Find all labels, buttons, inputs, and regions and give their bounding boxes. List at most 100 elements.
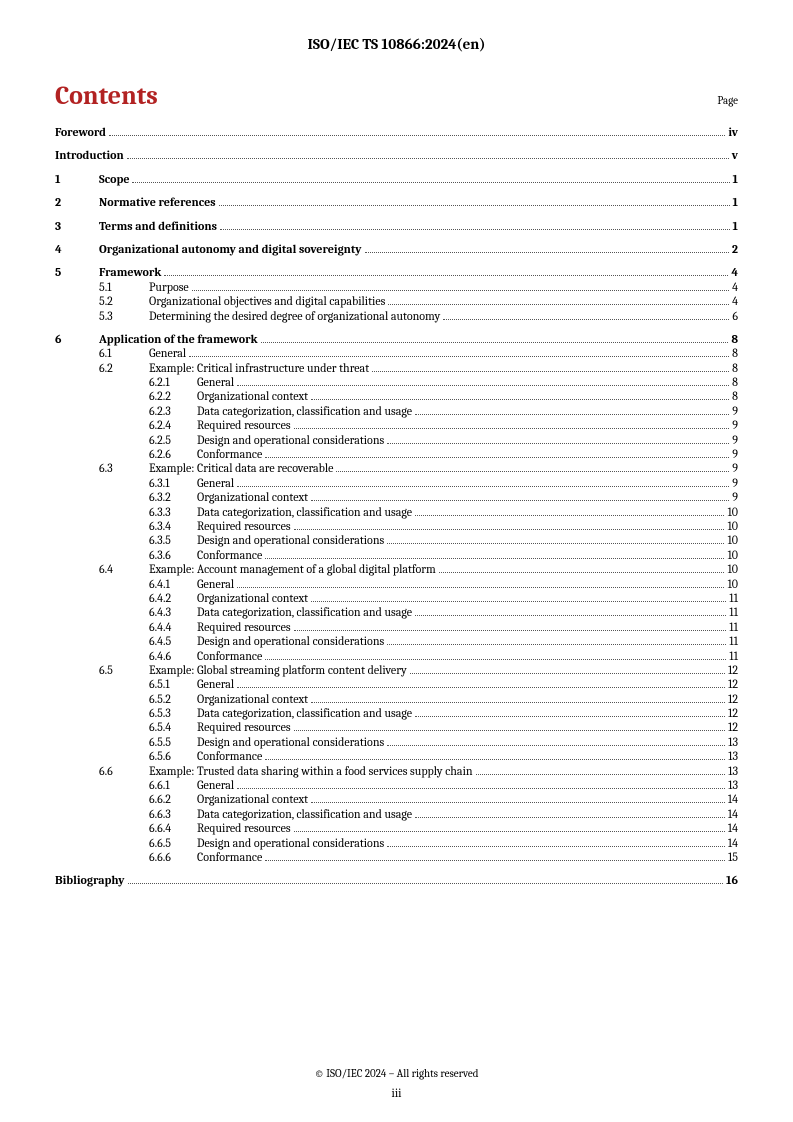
toc-entry: 6.4.5Design and operational consideratio…	[149, 634, 738, 648]
toc-entry-title: General	[149, 346, 186, 360]
toc-leader-dots	[219, 197, 730, 206]
toc-entry-number: 2	[55, 195, 99, 209]
toc-entry: 1Scope1	[55, 172, 738, 186]
toc-entry-title: Example: Account management of a global …	[149, 562, 436, 576]
toc-entry-page: v	[732, 148, 738, 162]
toc-entry: 6Application of the framework8	[55, 332, 738, 346]
toc-entry-number: 6.4.4	[149, 620, 197, 634]
toc-entry-title: Design and operational considerations	[197, 433, 384, 447]
toc-entry-title: Determining the desired degree of organi…	[149, 309, 440, 323]
toc-entry-title: Conformance	[197, 447, 262, 461]
copyright-footer: © ISO/IEC 2024 – All rights reserved	[0, 1067, 793, 1080]
toc-entry: 5.2Organizational objectives and digital…	[99, 294, 738, 308]
toc-entry-number: 6.2.2	[149, 389, 197, 403]
toc-entry-title: Normative references	[99, 195, 216, 209]
toc-entry-page: 14	[728, 807, 738, 821]
toc-entry-page: 8	[732, 375, 738, 389]
toc-leader-dots	[237, 679, 725, 688]
toc-entry-title: Design and operational considerations	[197, 634, 384, 648]
toc-entry-number: 6.6.6	[149, 850, 197, 864]
page-column-label: Page	[717, 94, 738, 107]
toc-entry-number: 6.2	[99, 361, 149, 375]
toc-entry-number: 6.6.3	[149, 807, 197, 821]
toc-entry-title: Required resources	[197, 620, 291, 634]
toc-entry-title: General	[197, 577, 234, 591]
toc-entry: 6.4Example: Account management of a glob…	[99, 562, 738, 576]
toc-entry-number: 6.5.6	[149, 749, 197, 763]
toc-entry-number: 6.4.5	[149, 634, 197, 648]
toc-entry-title: Conformance	[197, 649, 262, 663]
toc-entry-number: 6.3	[99, 461, 149, 475]
toc-leader-dots	[311, 492, 729, 501]
toc-entry-page: 9	[732, 418, 738, 432]
toc-entry: 6.4.1General 10	[149, 577, 738, 591]
toc-entry-number: 4	[55, 242, 99, 256]
toc-entry: 6.3.2Organizational context9	[149, 490, 738, 504]
document-header: ISO/IEC TS 10866:2024(en)	[55, 35, 738, 53]
toc-entry-page: 4	[731, 265, 738, 279]
toc-entry: 6.5.1General12	[149, 677, 738, 691]
toc-entry-number: 6.4.3	[149, 605, 197, 619]
toc-entry-title: Bibliography	[55, 873, 125, 887]
toc-entry-number: 6	[55, 332, 99, 346]
toc-leader-dots	[443, 311, 729, 320]
toc-entry-page: 12	[728, 663, 738, 677]
toc-leader-dots	[294, 420, 730, 429]
toc-entry-page: 16	[726, 873, 738, 887]
toc-entry-page: 11	[729, 591, 738, 605]
toc-entry: 6.6.3Data categorization, classification…	[149, 807, 738, 821]
toc-entry: 6.2Example: Critical infrastructure unde…	[99, 361, 738, 375]
toc-leader-dots	[265, 751, 725, 760]
toc-entry-title: Required resources	[197, 519, 291, 533]
toc-leader-dots	[439, 564, 725, 573]
toc-entry-page: 9	[732, 433, 738, 447]
toc-leader-dots	[237, 478, 729, 487]
toc-entry-page: 4	[732, 280, 738, 294]
toc-entry: 6.3.4Required resources10	[149, 519, 738, 533]
toc-entry-page: 13	[728, 749, 738, 763]
toc-entry-number: 6.6.5	[149, 836, 197, 850]
toc-entry-page: 13	[728, 764, 738, 778]
toc-entry-title: Organizational context	[197, 591, 308, 605]
toc-entry-number: 6.6.4	[149, 821, 197, 835]
toc-entry-title: Data categorization, classification and …	[197, 404, 412, 418]
toc-entry-page: 12	[728, 720, 738, 734]
toc-entry-title: Scope	[99, 172, 129, 186]
toc-entry-page: 8	[732, 389, 738, 403]
toc-entry-title: Example: Critical data are recoverable	[149, 461, 333, 475]
toc-entry-title: Design and operational considerations	[197, 533, 384, 547]
toc-entry-page: 8	[732, 346, 738, 360]
toc-entry: 6.5.5Design and operational consideratio…	[149, 735, 738, 749]
toc-entry-title: Conformance	[197, 850, 262, 864]
toc-entry-title: Organizational context	[197, 389, 308, 403]
toc-entry-number: 6.6.1	[149, 778, 197, 792]
toc-entry-page: 9	[732, 461, 738, 475]
toc-entry-title: Data categorization, classification and …	[197, 807, 412, 821]
table-of-contents: ForewordivIntroductionv1Scope12Normative…	[55, 125, 738, 888]
toc-entry-number: 6.6	[99, 764, 149, 778]
toc-entry: 6.4.2Organizational context11	[149, 591, 738, 605]
toc-entry: 6.2.2Organizational context 8	[149, 389, 738, 403]
toc-leader-dots	[387, 636, 726, 645]
toc-entry-page: 9	[732, 404, 738, 418]
toc-entry-page: 14	[728, 821, 738, 835]
toc-entry: 2Normative references1	[55, 195, 738, 209]
toc-entry-page: 10	[727, 577, 738, 591]
toc-entry-page: 6	[732, 309, 738, 323]
toc-leader-dots	[387, 535, 724, 544]
toc-entry-page: 9	[732, 490, 738, 504]
toc-entry-title: Data categorization, classification and …	[197, 505, 412, 519]
toc-entry-title: Data categorization, classification and …	[197, 706, 412, 720]
toc-leader-dots	[261, 334, 729, 343]
toc-leader-dots	[410, 665, 725, 674]
toc-leader-dots	[311, 794, 725, 803]
toc-entry-number: 6.4.6	[149, 649, 197, 663]
toc-leader-dots	[265, 550, 724, 559]
toc-leader-dots	[388, 296, 729, 305]
toc-leader-dots	[265, 852, 725, 861]
toc-entry-page: 8	[731, 332, 738, 346]
toc-entry-title: Organizational autonomy and digital sove…	[99, 242, 362, 256]
toc-leader-dots	[415, 507, 724, 516]
toc-entry-number: 6.4.1	[149, 577, 197, 591]
toc-leader-dots	[415, 607, 726, 616]
